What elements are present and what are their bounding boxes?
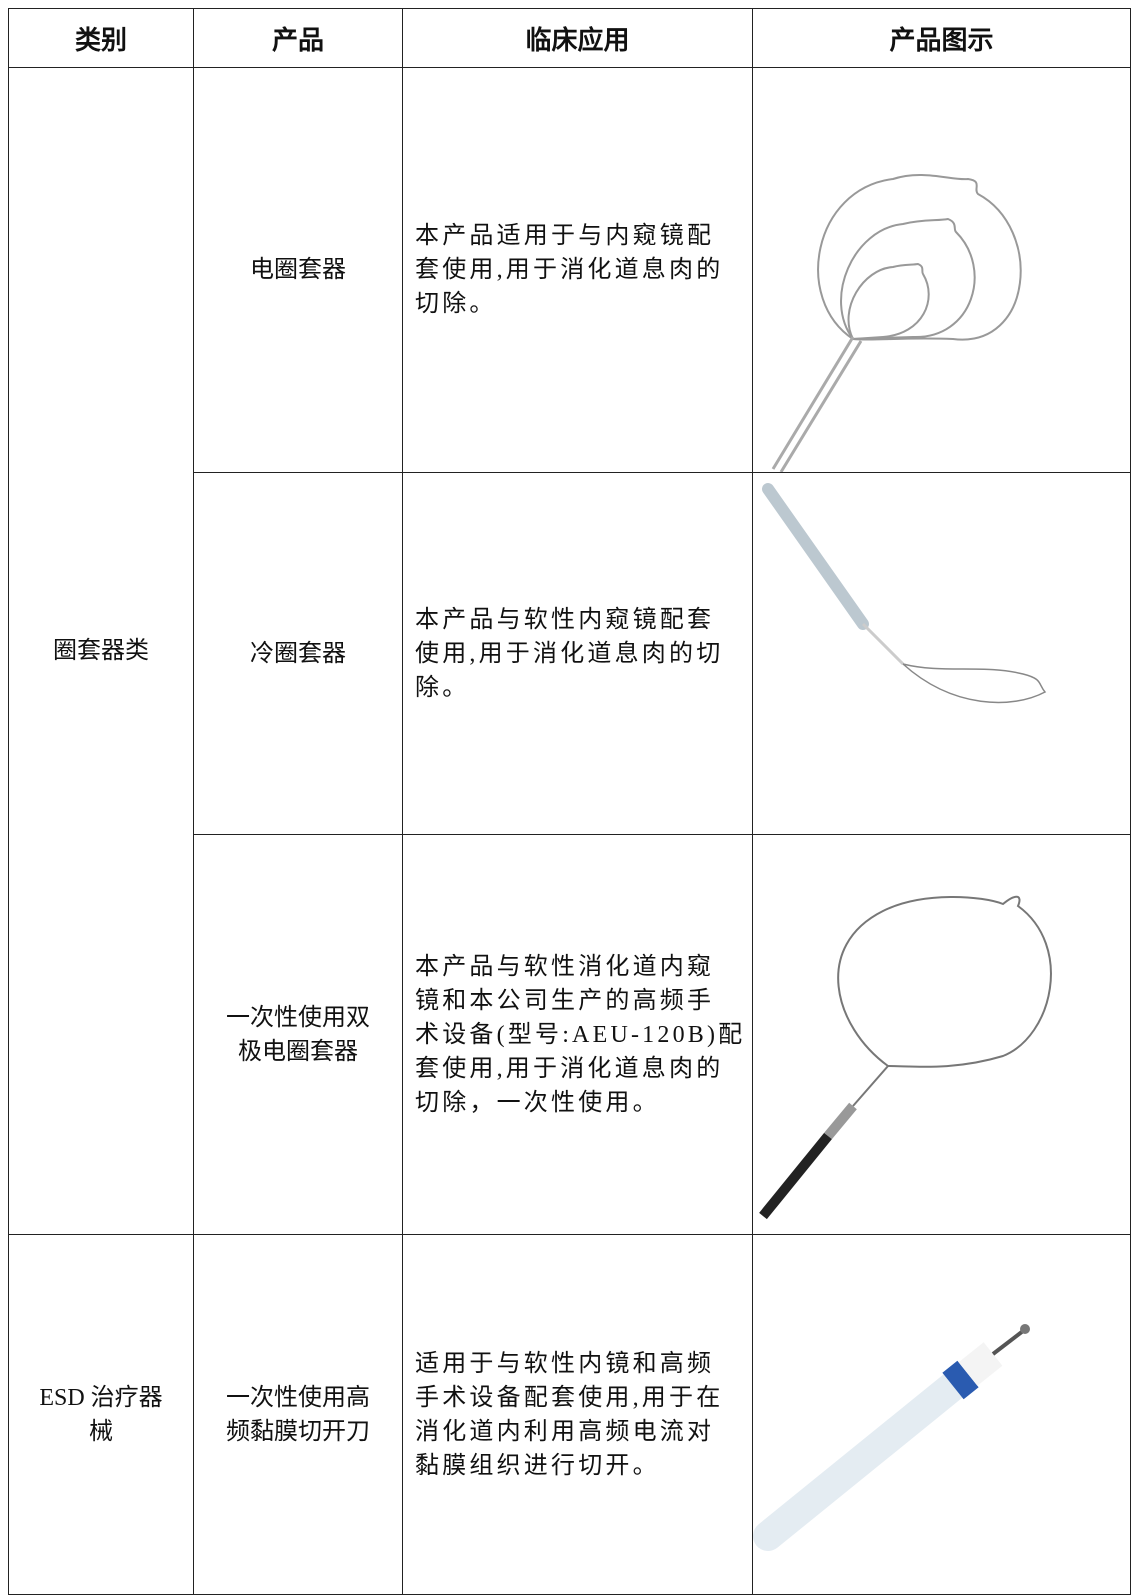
text-line: 套使用,用于消化道息肉的 bbox=[415, 257, 724, 283]
text-line: 频黏膜切开刀 bbox=[226, 1418, 370, 1445]
product-cell: 冷圈套器 bbox=[193, 472, 403, 835]
image-cell bbox=[752, 1234, 1131, 1595]
image-cell bbox=[752, 67, 1131, 473]
text-line: 适用于与软性内镜和高频 bbox=[415, 1350, 715, 1377]
text-line: 使用,用于消化道息肉的切 bbox=[415, 640, 724, 667]
text-line: 电圈套器 bbox=[250, 257, 346, 283]
header-cell: 类别 bbox=[8, 8, 194, 68]
text-line: 术设备(型号:AEU-120B)配 bbox=[415, 1021, 746, 1048]
row: ESD 治疗器 械 一次性使用高 频黏膜切开刀 适用于与软性内镜和高频 手术设备… bbox=[8, 1234, 1131, 1595]
text-line: 本产品与软性内窥镜配套 bbox=[415, 606, 715, 633]
snare-image bbox=[759, 895, 1052, 1219]
snare-image bbox=[771, 173, 1022, 472]
text-line: 本产品与软性消化道内窥 bbox=[415, 953, 715, 980]
image-cell bbox=[752, 834, 1131, 1235]
application-cell: 适用于与软性内镜和高频 手术设备配套使用,用于在 消化道内利用高频电流对 黏膜组… bbox=[402, 1234, 753, 1595]
row: 一次性使用双 极电圈套器 本产品与软性消化道内窥 镜和本公司生产的高频手 术设备… bbox=[9, 834, 1131, 1235]
header-row: 类别 产品 临床应用 产品图示 bbox=[8, 8, 1131, 68]
text-line: 圈套器类 bbox=[53, 638, 149, 664]
application-cell: 本产品与软性内窥镜配套 使用,用于消化道息肉的切 除。 bbox=[402, 472, 753, 835]
text-line: 一次性使用双 bbox=[226, 1004, 370, 1031]
header-cell: 临床应用 bbox=[402, 8, 753, 68]
application-cell: 本产品适用于与内窥镜配 套使用,用于消化道息肉的 切除。 bbox=[402, 67, 753, 473]
text-line: 一次性使用高 bbox=[226, 1384, 370, 1411]
text-line: 套使用,用于消化道息肉的 bbox=[415, 1055, 724, 1082]
application-cell: 本产品与软性消化道内窥 镜和本公司生产的高频手 术设备(型号:AEU-120B)… bbox=[402, 834, 753, 1235]
knife-image bbox=[753, 1323, 1030, 1551]
product-cell: 一次性使用双 极电圈套器 bbox=[193, 834, 403, 1235]
row: 冷圈套器 本产品与软性内窥镜配套 使用,用于消化道息肉的切 除。 bbox=[9, 472, 1131, 835]
category-cell: 圈套器类 bbox=[8, 67, 194, 1235]
snare-image bbox=[762, 482, 1047, 703]
product-table: 类别 产品 临床应用 产品图示 圈套器类 电圈套器 本产品适用于与内窥镜配 套使… bbox=[8, 8, 1131, 1595]
text-line: 切除。 bbox=[415, 291, 497, 317]
row: 圈套器类 电圈套器 本产品适用于与内窥镜配 套使用,用于消化道息肉的 切除。 bbox=[8, 67, 1131, 1235]
text-line: ESD 治疗器 bbox=[39, 1384, 163, 1411]
text-line: 手术设备配套使用,用于在 bbox=[415, 1384, 724, 1411]
text-line: 黏膜组织进行切开。 bbox=[415, 1452, 660, 1479]
header-cell: 产品 bbox=[193, 8, 403, 68]
text-line: 本产品适用于与内窥镜配 bbox=[415, 223, 715, 249]
product-cell: 一次性使用高 频黏膜切开刀 bbox=[193, 1234, 403, 1595]
text-line: 切除，一次性使用。 bbox=[415, 1089, 660, 1116]
text-line: 镜和本公司生产的高频手 bbox=[415, 987, 715, 1014]
text-line: 极电圈套器 bbox=[238, 1038, 358, 1065]
image-cell bbox=[752, 472, 1131, 835]
text-line: 械 bbox=[89, 1418, 113, 1445]
category-cell: ESD 治疗器 械 bbox=[8, 1234, 194, 1595]
text-line: 消化道内利用高频电流对 bbox=[415, 1418, 715, 1445]
text-line: 除。 bbox=[415, 674, 470, 701]
text-line: 冷圈套器 bbox=[250, 640, 346, 667]
header-cell: 产品图示 bbox=[752, 8, 1131, 68]
product-cell: 电圈套器 bbox=[193, 67, 403, 473]
